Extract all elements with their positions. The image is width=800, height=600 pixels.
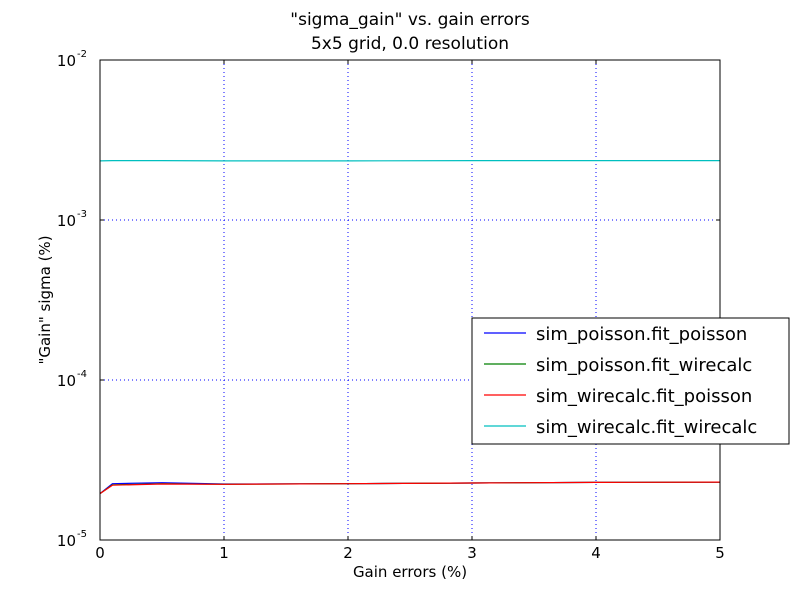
- x-tick-label: 0: [95, 544, 105, 562]
- y-tick-label-exponent: -3: [77, 209, 87, 220]
- legend-label-1: sim_poisson.fit_poisson: [536, 324, 747, 345]
- y-tick-label-base: 10: [57, 212, 76, 230]
- chart-title: "sigma_gain" vs. gain errors: [290, 10, 530, 30]
- series-lines: [99, 160, 721, 495]
- legend-label-2: sim_poisson.fit_wirecalc: [536, 355, 752, 376]
- y-tick-label-base: 10: [57, 372, 76, 390]
- chart-subtitle: 5x5 grid, 0.0 resolution: [311, 34, 509, 54]
- y-axis-label: "Gain" sigma (%): [36, 235, 54, 364]
- y-tick-label-base: 10: [57, 52, 76, 70]
- series-line-3: [99, 481, 721, 495]
- x-tick-label: 4: [591, 544, 601, 562]
- x-tick-label: 1: [219, 544, 229, 562]
- legend-box: [471, 317, 790, 445]
- y-axis: 10-510-410-310-2: [57, 49, 720, 550]
- x-tick-label: 5: [715, 544, 725, 562]
- plot-frame: [99, 59, 721, 541]
- grid-lines: [100, 60, 720, 540]
- y-tick-label-exponent: -4: [77, 369, 87, 380]
- y-tick-label-base: 10: [57, 532, 76, 550]
- x-axis-label: Gain errors (%): [353, 563, 467, 581]
- x-tick-label: 2: [343, 544, 353, 562]
- legend: sim_poisson.fit_poisson sim_poisson.fit_w…: [471, 317, 790, 445]
- x-axis: 0 1 2 3 4 5: [95, 60, 725, 562]
- legend-label-3: sim_wirecalc.fit_poisson: [536, 386, 752, 407]
- y-tick-label-exponent: -2: [77, 49, 87, 60]
- legend-label-4: sim_wirecalc.fit_wirecalc: [536, 417, 757, 438]
- y-tick-label-exponent: -5: [77, 529, 87, 540]
- x-tick-label: 3: [467, 544, 477, 562]
